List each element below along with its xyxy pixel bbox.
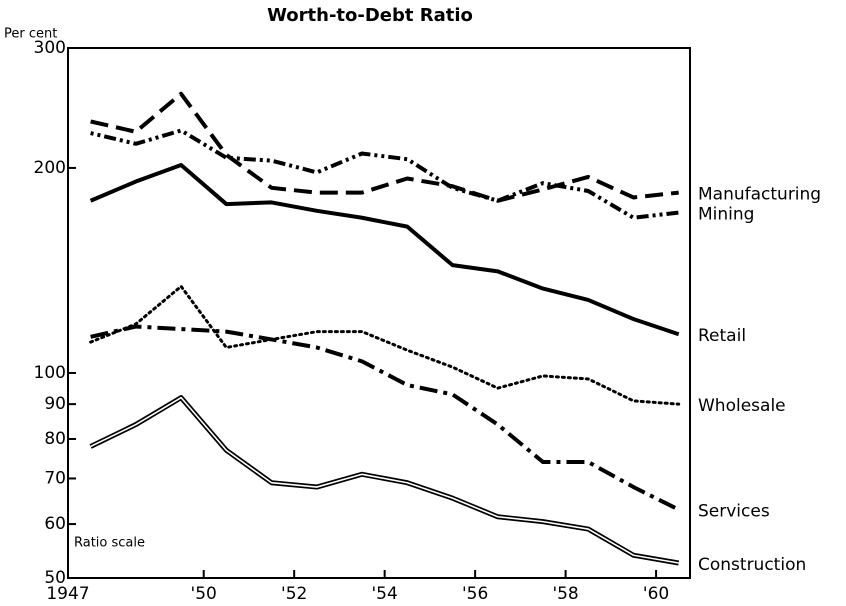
x-tick-label: '50	[191, 584, 217, 604]
x-tick-label: '56	[462, 584, 488, 604]
y-tick-label: 200	[34, 158, 66, 178]
series-line-inner	[90, 396, 679, 564]
series-label: Services	[698, 502, 770, 522]
series-label: Mining	[698, 205, 754, 225]
y-tick-label: 90	[44, 394, 66, 414]
x-tick-label: '54	[371, 584, 397, 604]
series-label: Construction	[698, 555, 806, 575]
x-tick-label: '60	[643, 584, 669, 604]
series-label: Wholesale	[698, 396, 786, 416]
y-tick-label: 50	[44, 568, 66, 588]
x-tick-label: '58	[552, 584, 578, 604]
x-tick-label: 1947	[46, 584, 89, 604]
series-line	[89, 162, 680, 337]
series-line	[90, 128, 679, 220]
series-line	[90, 324, 680, 512]
series-line	[90, 91, 679, 203]
y-tick-label: 100	[34, 363, 66, 383]
x-tick-label: '52	[281, 584, 307, 604]
y-tick-label: 60	[44, 514, 66, 534]
y-axis-label: Per cent	[4, 27, 57, 42]
series-label: Manufacturing	[698, 185, 821, 205]
series-line	[89, 395, 680, 566]
y-tick-label: 80	[44, 429, 66, 449]
chart-title: Worth-to-Debt Ratio	[267, 5, 473, 26]
plot-frame	[67, 47, 691, 579]
series-line	[89, 284, 681, 406]
y-tick-label: 300	[34, 38, 66, 58]
annotation: Ratio scale	[74, 536, 145, 551]
y-tick-label: 70	[44, 468, 66, 488]
series-label: Retail	[698, 326, 746, 346]
